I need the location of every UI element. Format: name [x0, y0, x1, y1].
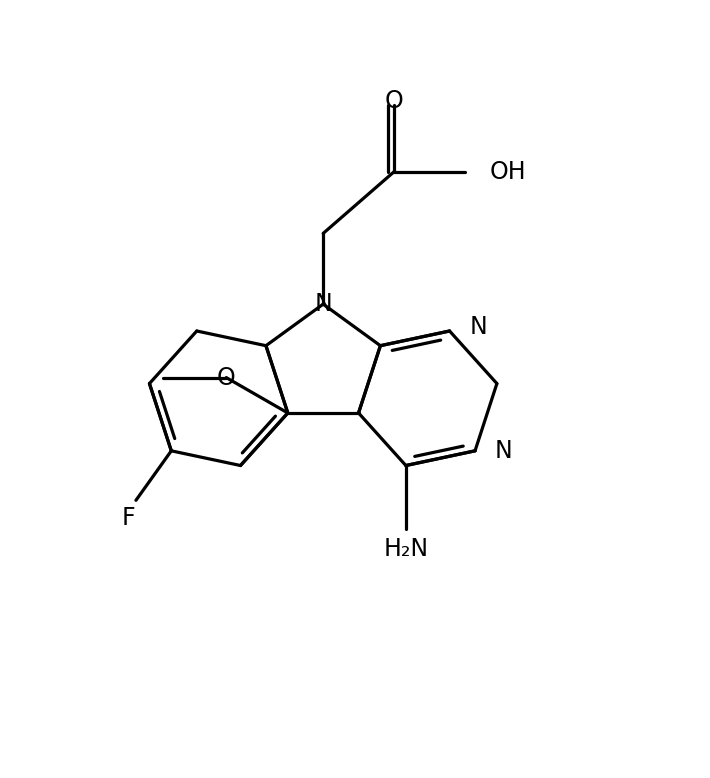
Text: H₂N: H₂N [383, 537, 428, 561]
Text: N: N [315, 292, 332, 316]
Text: N: N [469, 315, 487, 339]
Text: N: N [495, 439, 513, 463]
Text: F: F [122, 506, 136, 530]
Text: OH: OH [489, 159, 526, 184]
Text: O: O [385, 89, 403, 113]
Text: O: O [217, 366, 236, 390]
